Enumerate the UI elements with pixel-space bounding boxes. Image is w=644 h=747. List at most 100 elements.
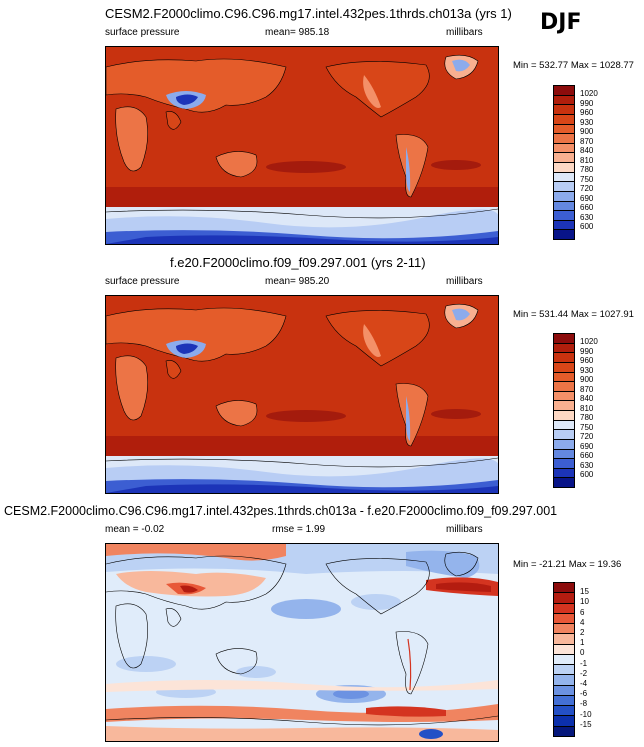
colorbar-label: 1020 (580, 89, 598, 98)
colorbar-label: 840 (580, 394, 594, 403)
colorbar-swatch (554, 593, 574, 604)
colorbar-swatch (554, 134, 574, 144)
colorbar-swatch (554, 449, 574, 460)
panel-2-mean: mean= 985.20 (265, 276, 330, 287)
colorbar-label: -15 (580, 719, 592, 729)
colorbar-swatch (554, 230, 574, 239)
colorbar-swatch (554, 726, 574, 736)
colorbar-label: 750 (580, 422, 594, 432)
colorbar-label: 630 (580, 460, 594, 470)
colorbar-label: 960 (580, 108, 594, 117)
colorbar-swatch (554, 430, 574, 440)
panel-1-field: surface pressure (105, 27, 180, 38)
colorbar-swatch (554, 411, 574, 421)
colorbar-label: 990 (580, 98, 594, 108)
colorbar-label: 780 (580, 413, 594, 422)
panel-2-map (105, 295, 499, 494)
colorbar-swatch (554, 86, 574, 96)
panel-3-units: millibars (446, 524, 483, 535)
season-label: DJF (540, 10, 582, 35)
colorbar-swatch (554, 583, 574, 594)
colorbar-swatch (554, 220, 574, 231)
colorbar-swatch (554, 362, 574, 373)
colorbar-label: 900 (580, 375, 594, 384)
colorbar-label: 690 (580, 441, 594, 451)
panel-3-colorbar (553, 582, 575, 737)
panel-3-rmse: rmse = 1.99 (272, 524, 326, 535)
colorbar-label: -10 (580, 709, 592, 719)
colorbar-swatch (554, 391, 574, 402)
surface-pressure-map-model (106, 47, 498, 244)
colorbar-label: 810 (580, 155, 594, 165)
panel-1-map (105, 46, 499, 245)
colorbar-label: 720 (580, 184, 594, 193)
colorbar-label: -4 (580, 679, 588, 688)
colorbar-label: 630 (580, 212, 594, 222)
colorbar-swatch (554, 654, 574, 666)
colorbar-swatch (554, 401, 574, 411)
colorbar-label: -8 (580, 699, 588, 709)
colorbar-label: 780 (580, 165, 594, 174)
panel-3-title: CESM2.F2000climo.C96.C96.mg17.intel.432p… (4, 504, 558, 518)
panel-1-minmax: Min = 532.77 Max = 1028.77 (513, 60, 634, 71)
colorbar-label: 900 (580, 127, 594, 136)
colorbar-label: 0 (580, 648, 585, 658)
colorbar-swatch (554, 124, 574, 135)
colorbar-swatch (554, 478, 574, 487)
panel-2-colorbar (553, 333, 575, 488)
panel-3-map (105, 543, 499, 742)
colorbar-label: 10 (580, 597, 589, 607)
panel-2-title: f.e20.F2000climo.f09_f09.297.001 (yrs 2-… (170, 255, 426, 270)
colorbar-swatch (554, 372, 574, 383)
colorbar-label: 4 (580, 617, 585, 627)
colorbar-label: -1 (580, 658, 588, 668)
colorbar-label: 15 (580, 587, 589, 597)
colorbar-swatch (554, 644, 574, 655)
colorbar-swatch (554, 634, 574, 645)
colorbar-swatch (554, 603, 574, 614)
panel-3-minmax: Min = -21.21 Max = 19.36 (513, 559, 622, 570)
colorbar-swatch (554, 420, 574, 431)
colorbar-swatch (554, 624, 574, 635)
colorbar-swatch (554, 182, 574, 192)
colorbar-swatch (554, 334, 574, 344)
colorbar-swatch (554, 353, 574, 363)
colorbar-label: 660 (580, 203, 594, 212)
colorbar-swatch (554, 95, 574, 106)
colorbar-swatch (554, 675, 574, 686)
colorbar-label: 870 (580, 384, 594, 394)
colorbar-swatch (554, 143, 574, 154)
colorbar-label: 810 (580, 403, 594, 413)
colorbar-label: 930 (580, 365, 594, 375)
colorbar-label: 660 (580, 451, 594, 460)
colorbar-swatch (554, 613, 574, 625)
colorbar-label: 1020 (580, 337, 598, 346)
colorbar-label: -6 (580, 689, 588, 699)
colorbar-label: 990 (580, 346, 594, 356)
colorbar-swatch (554, 153, 574, 163)
surface-pressure-difference-map (106, 544, 498, 741)
colorbar-swatch (554, 211, 574, 221)
colorbar-swatch (554, 343, 574, 354)
colorbar-swatch (554, 665, 574, 676)
colorbar-swatch (554, 114, 574, 125)
colorbar-swatch (554, 163, 574, 173)
colorbar-label: -2 (580, 668, 588, 678)
colorbar-label: 840 (580, 146, 594, 155)
panel-1-title: CESM2.F2000climo.C96.C96.mg17.intel.432p… (105, 6, 512, 21)
colorbar-swatch (554, 716, 574, 727)
colorbar-swatch (554, 201, 574, 212)
colorbar-swatch (554, 439, 574, 450)
panel-2-field: surface pressure (105, 276, 180, 287)
colorbar-label: 930 (580, 117, 594, 127)
colorbar-swatch (554, 172, 574, 183)
colorbar-swatch (554, 468, 574, 479)
colorbar-swatch (554, 459, 574, 469)
colorbar-label: 720 (580, 432, 594, 441)
colorbar-label: 870 (580, 136, 594, 146)
colorbar-swatch (554, 382, 574, 392)
panel-1-units: millibars (446, 27, 483, 38)
panel-2-units: millibars (446, 276, 483, 287)
panel-1-colorbar (553, 85, 575, 240)
colorbar-label: 960 (580, 356, 594, 365)
